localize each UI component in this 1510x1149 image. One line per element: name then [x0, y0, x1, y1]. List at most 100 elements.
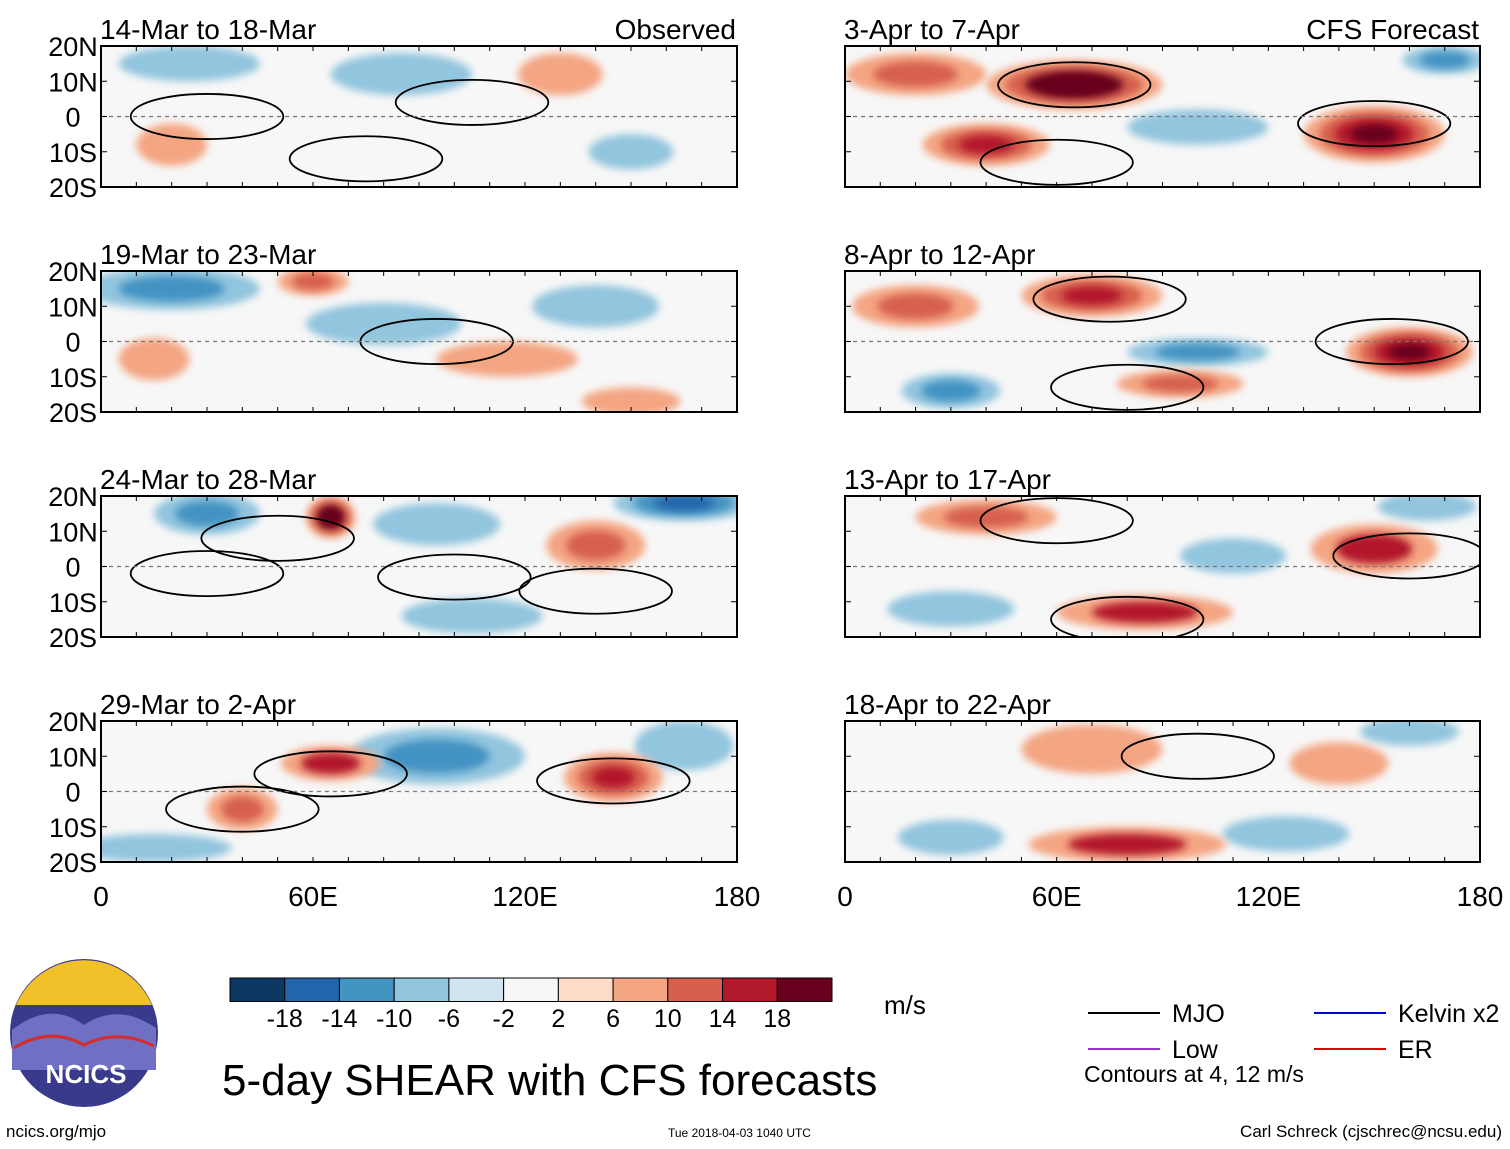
y-tick-label: 10S [49, 138, 97, 168]
mjo-contour [200, 514, 355, 562]
shear-positive-blob [1388, 343, 1431, 361]
shear-negative-blob [653, 496, 715, 511]
mjo-contour [129, 93, 285, 140]
colorbar-tick-label: 6 [606, 1005, 620, 1033]
x-tick-label: 60E [288, 881, 338, 912]
panel-5: 3-Apr to 7-Apr CFS Forecast [844, 14, 1481, 188]
mjo-contour [288, 135, 444, 183]
shear-positive-blob [300, 752, 361, 774]
shear-positive-blob [1336, 534, 1413, 564]
ncics-logo: NCICS [10, 959, 158, 1107]
shear-positive-blob [581, 387, 681, 412]
colorbar-units: m/s [884, 990, 926, 1020]
y-tick-label: 20N [48, 482, 98, 512]
y-tick-label: 10N [48, 67, 98, 97]
shear-negative-blob [401, 598, 543, 634]
shear-negative-blob [330, 53, 472, 96]
colorbar-tick-label: -18 [267, 1005, 303, 1033]
shear-positive-blob [136, 123, 207, 166]
footer-url[interactable]: ncics.org/mjo [6, 1122, 107, 1141]
logo-text: NCICS [46, 1059, 127, 1089]
shear-positive-blob [291, 273, 335, 291]
panel-date-label: 3-Apr to 7-Apr [844, 14, 1020, 45]
mjo-contour [129, 550, 285, 598]
colorbar-swatch [667, 977, 724, 1002]
y-tick-label: 10N [48, 292, 98, 322]
logo-ridge-line [13, 1034, 155, 1050]
legend-label: MJO [1172, 1000, 1225, 1028]
shear-negative-blob [101, 833, 232, 862]
y-tick-label: 0 [65, 103, 80, 133]
x-tick-label: 0 [93, 881, 109, 912]
legend-label: Low [1172, 1036, 1219, 1064]
mjo-contour [165, 785, 320, 833]
y-tick-label: 20S [49, 173, 97, 203]
colorbar-swatch [557, 977, 614, 1002]
colorbar-tick-label: -2 [493, 1005, 515, 1033]
x-tick-label: 0 [837, 881, 853, 912]
x-tick-label: 120E [1236, 881, 1301, 912]
footer-credit: Carl Schreck (cjschrec@ncsu.edu) [1240, 1122, 1502, 1141]
colorbar-swatch [722, 977, 778, 1002]
column-header: CFS Forecast [1306, 14, 1479, 45]
colorbar-tick-label: -10 [376, 1005, 412, 1033]
shear-positive-blob [118, 337, 190, 381]
mjo-contour [377, 553, 532, 601]
panel-date-label: 8-Apr to 12-Apr [844, 239, 1035, 270]
shear-positive-blob [1067, 833, 1187, 855]
shear-negative-blob [305, 302, 462, 346]
colorbar-swatch [776, 977, 833, 1002]
shear-positive-blob [1091, 601, 1198, 623]
x-tick-label: 180 [714, 881, 761, 912]
colorbar-swatch [284, 977, 340, 1002]
colorbar-tick-label: 10 [654, 1005, 682, 1033]
y-tick-label: 10S [49, 363, 97, 393]
shear-positive-blob [1061, 286, 1123, 305]
legend: MJO Kelvin x2 Low ER Contours at 4, 12 m/s [1084, 1000, 1499, 1087]
shear-negative-blob [1155, 343, 1241, 361]
y-tick-label: 10S [49, 588, 97, 618]
shear-negative-blob [897, 819, 1004, 855]
colorbar-swatch [448, 977, 505, 1002]
shear-negative-blob [1127, 109, 1269, 145]
y-tick-label: 0 [65, 328, 80, 358]
shear-negative-blob [921, 380, 981, 402]
shear-negative-blob [383, 739, 490, 774]
shear-positive-blob [436, 341, 578, 377]
mjo-contour [1297, 100, 1452, 148]
shear-positive-blob [592, 766, 635, 788]
y-tick-label: 20N [48, 257, 98, 287]
shear-positive-blob [1289, 742, 1389, 785]
colorbar-swatch [393, 977, 450, 1002]
x-tick-label: 120E [492, 881, 557, 912]
x-tick-label: 180 [1457, 881, 1504, 912]
shear-negative-blob [175, 500, 239, 527]
x-tick-label: 60E [1032, 881, 1082, 912]
shear-negative-blob [1180, 538, 1286, 574]
logo-sun-sky [16, 960, 152, 1005]
colorbar-tick-label: 2 [551, 1005, 565, 1033]
footer-timestamp: Tue 2018-04-03 1040 UTC [668, 1126, 811, 1140]
shear-positive-blob [877, 293, 954, 319]
panel-date-label: 19-Mar to 23-Mar [100, 239, 316, 270]
colorbar: -18 -14 -10 -6 -2 2 6 10 14 18 [229, 977, 833, 1033]
logo-mountains [12, 1013, 156, 1070]
y-tick-label: 10S [49, 813, 97, 843]
shear-positive-blob [565, 530, 626, 561]
shear-negative-blob [118, 275, 225, 302]
y-tick-label: 20S [49, 398, 97, 428]
panel-date-label: 18-Apr to 22-Apr [844, 689, 1051, 720]
mjo-contour [1050, 595, 1205, 637]
contour-note: Contours at 4, 12 m/s [1084, 1061, 1304, 1087]
y-tick-label: 20S [49, 848, 97, 878]
shear-positive-blob [873, 61, 958, 87]
shear-negative-blob [532, 285, 660, 328]
colorbar-tick-label: -14 [321, 1005, 357, 1033]
shear-negative-blob [588, 134, 674, 170]
panel-date-label: 29-Mar to 2-Apr [100, 689, 296, 720]
mjo-contour [536, 757, 691, 805]
mjo-contour [1314, 318, 1469, 365]
